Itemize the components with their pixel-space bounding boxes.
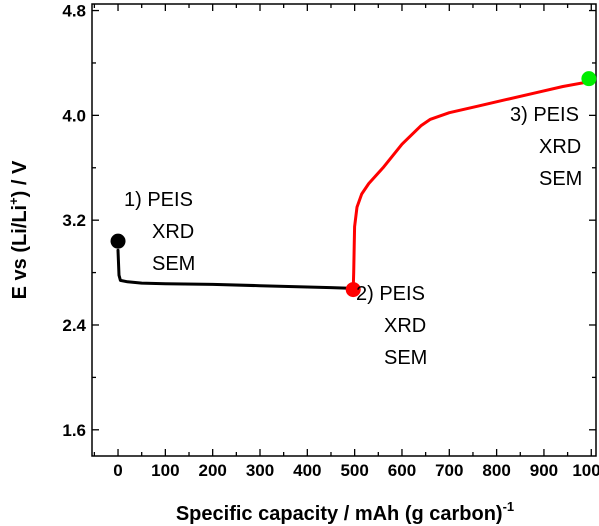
annotation-1-line: SEM — [152, 253, 195, 275]
y-tick-label: 1.6 — [62, 421, 86, 440]
data-marker-1 — [110, 233, 126, 249]
annotation-1-line: 1) PEIS — [124, 189, 193, 211]
x-axis-title: Specific capacity / mAh (g carbon)-1 — [176, 499, 514, 525]
x-tick-label: 500 — [340, 461, 368, 480]
data-marker-3 — [581, 71, 597, 87]
y-tick-label: 2.4 — [62, 316, 86, 335]
x-tick-label: 1000 — [572, 461, 599, 480]
x-tick-label: 0 — [113, 461, 122, 480]
x-tick-label: 600 — [388, 461, 416, 480]
annotation-3-line: XRD — [539, 136, 581, 158]
annotation-2-line: SEM — [384, 347, 427, 369]
x-tick-label: 100 — [151, 461, 179, 480]
x-tick-label: 700 — [435, 461, 463, 480]
plot-frame — [91, 3, 597, 457]
series-line-2 — [351, 79, 593, 292]
annotation-2-line: 2) PEIS — [356, 283, 425, 305]
annotation-3-line: 3) PEIS — [510, 104, 579, 126]
y-axis-title: E vs (Li/Li+) / V — [6, 160, 31, 299]
annotation-3-line: SEM — [539, 168, 582, 190]
x-tick-label: 300 — [246, 461, 274, 480]
y-tick-label: 4.8 — [62, 2, 86, 21]
x-tick-label: 400 — [293, 461, 321, 480]
x-tick-label: 900 — [530, 461, 558, 480]
annotation-2-line: XRD — [384, 315, 426, 337]
data-marker-2 — [345, 282, 361, 298]
y-tick-label: 4.0 — [62, 106, 86, 125]
y-tick-label: 3.2 — [62, 211, 86, 230]
x-tick-label: 200 — [198, 461, 226, 480]
series-line-1 — [116, 248, 355, 292]
annotation-1-line: XRD — [152, 221, 194, 243]
x-tick-label: 800 — [482, 461, 510, 480]
